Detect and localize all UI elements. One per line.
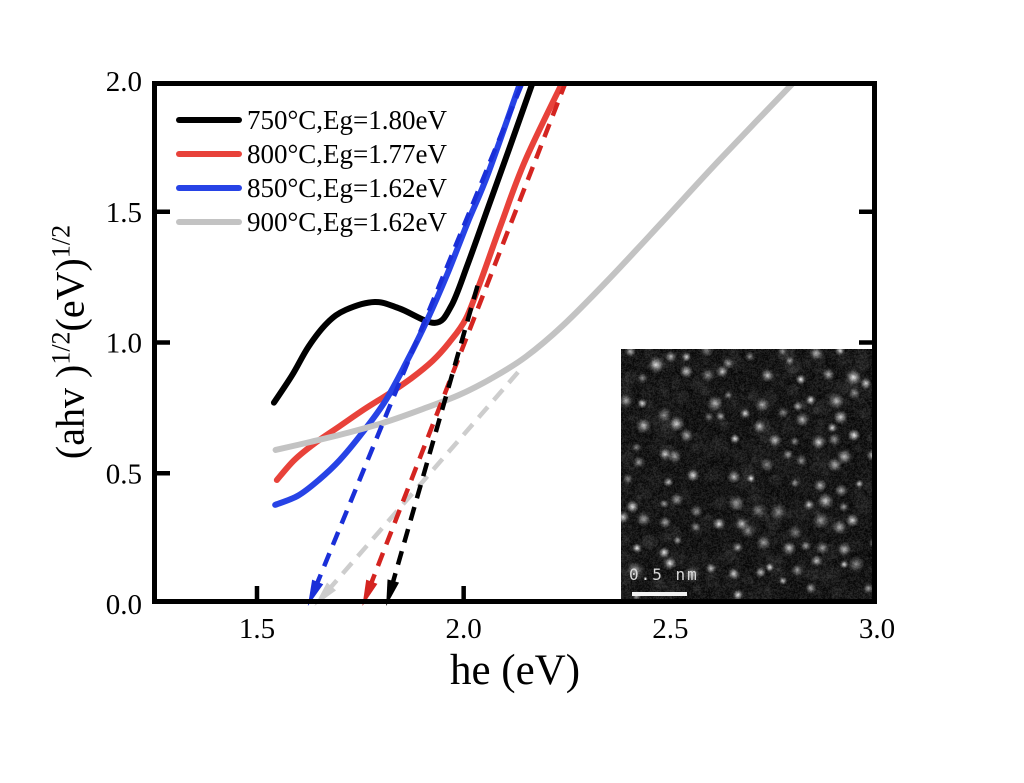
tem-inset-image: 0.5 nm <box>621 349 872 599</box>
y-axis-title-exponent: 1/2 <box>46 331 76 365</box>
x-tick-label: 2.5 <box>652 613 688 645</box>
y-tick-label: 0.0 <box>106 589 142 621</box>
legend-label-900c: 900°C,Eg=1.62eV <box>247 206 448 237</box>
legend-item-750c: 750°C,Eg=1.80eV <box>176 103 447 137</box>
legend-label-750c: 750°C,Eg=1.80eV <box>247 104 448 135</box>
tem-micrograph <box>621 349 872 599</box>
y-tick-label: 1.5 <box>106 197 142 229</box>
chart-legend: 750°C,Eg=1.80eV 800°C,Eg=1.77eV 850°C,Eg… <box>176 103 447 239</box>
legend-line-swatch-900c <box>176 219 242 225</box>
legend-label-800c: 800°C,Eg=1.77eV <box>247 138 448 169</box>
tangent-750C <box>386 283 481 606</box>
legend-line-swatch-800c <box>176 151 242 157</box>
y-tick-label: 0.5 <box>106 458 142 490</box>
y-axis-title-unit-exponent: 1/2 <box>46 224 76 259</box>
x-tick-label: 3.0 <box>859 613 895 645</box>
y-axis-title: (ahv )1/2(eV)1/2 <box>46 225 93 459</box>
legend-item-850c: 850°C,Eg=1.62eV <box>176 171 447 205</box>
legend-label-850c: 850°C,Eg=1.62eV <box>247 172 448 203</box>
x-tick-label: 1.5 <box>239 613 275 645</box>
y-tick-label: 1.0 <box>106 328 142 360</box>
y-axis-title-base: (ahv ) <box>47 364 93 460</box>
legend-line-swatch-750c <box>176 117 242 123</box>
y-axis-title-unit: (eV) <box>47 258 93 332</box>
legend-item-900c: 900°C,Eg=1.62eV <box>176 205 447 239</box>
curve-900C <box>272 84 797 453</box>
curve-750C <box>270 84 536 406</box>
curve-850C <box>272 84 523 508</box>
legend-item-800c: 800°C,Eg=1.77eV <box>176 137 447 171</box>
x-axis-title: he (eV) <box>449 647 581 694</box>
y-tick-label: 2.0 <box>106 66 142 98</box>
scalebar-label: 0.5 nm <box>629 565 699 584</box>
plot-frame <box>152 81 877 604</box>
x-tick-label: 2.0 <box>446 613 482 645</box>
legend-line-swatch-850c <box>176 185 242 191</box>
scalebar <box>632 592 687 596</box>
